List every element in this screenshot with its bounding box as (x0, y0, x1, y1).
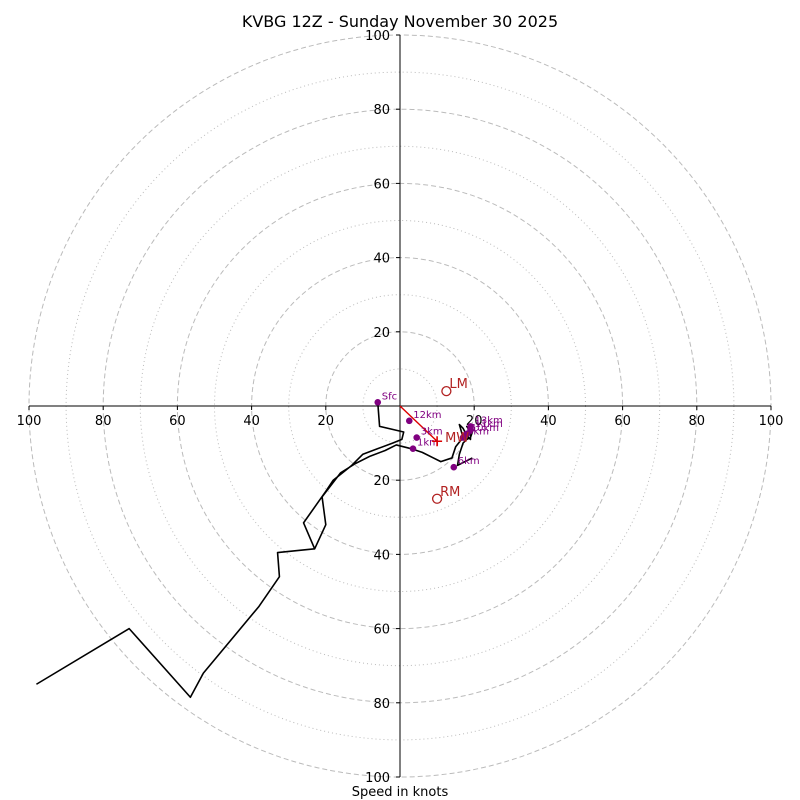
height-marker-label: 13km (474, 415, 502, 426)
height-marker-dot (450, 463, 458, 471)
left-mover-label: LM (449, 377, 467, 392)
tick-label: 80 (373, 103, 390, 118)
height-marker-label: 10km (471, 423, 499, 434)
height-marker-label: 11km (474, 419, 502, 430)
hodograph-trace (36, 402, 474, 699)
tick-label: 40 (373, 252, 390, 267)
hodograph-tail-line (36, 548, 315, 699)
storm-relative-line (399, 405, 438, 442)
height-marker-dot (413, 434, 420, 441)
right-mover-marker (431, 493, 443, 504)
tick-label: 60 (373, 177, 390, 192)
tick-label: 20 (373, 474, 390, 489)
height-marker-label: Sfc (382, 391, 397, 402)
tick-label: 100 (759, 414, 784, 429)
tick-label: 40 (373, 548, 390, 563)
tick-label: 80 (95, 414, 112, 429)
tick-label: 100 (365, 29, 390, 44)
tick-label: 80 (373, 697, 390, 712)
right-mover-label: RM (440, 485, 460, 500)
height-marker-label: 1km (417, 438, 439, 449)
height-marker-label: 12km (413, 410, 441, 421)
tick-label: 60 (169, 414, 186, 429)
tick-label: 60 (614, 414, 631, 429)
tick-label: 60 (373, 623, 390, 638)
height-marker-dot (467, 423, 474, 430)
height-marker-label: 9km (467, 427, 489, 438)
x-axis-label: Speed in knots (352, 785, 449, 800)
height-marker-label: 3km (421, 427, 443, 438)
tick-label: 80 (689, 414, 706, 429)
height-marker-dot (405, 417, 413, 425)
mean-wind-label: MW (445, 431, 469, 446)
mean-wind-marker (432, 436, 443, 447)
tick-label: 20 (373, 326, 390, 341)
tick-label: 40 (540, 414, 557, 429)
height-marker-label: 6km (458, 456, 480, 467)
left-mover-marker (441, 386, 452, 397)
tick-label: 100 (365, 771, 390, 786)
tick-label: 40 (243, 414, 260, 429)
height-marker-dot (374, 398, 382, 406)
chart-title: KVBG 12Z - Sunday November 30 2025 (242, 12, 558, 31)
storm-motion-markers: LM RM MW (431, 377, 469, 504)
tick-label: 20 (318, 414, 335, 429)
tick-label: 100 (17, 414, 42, 429)
height-marker-dot (409, 445, 417, 452)
axis-tick-labels: 100 80 60 40 20 20 40 60 80 100204060801002040608… (17, 29, 784, 786)
